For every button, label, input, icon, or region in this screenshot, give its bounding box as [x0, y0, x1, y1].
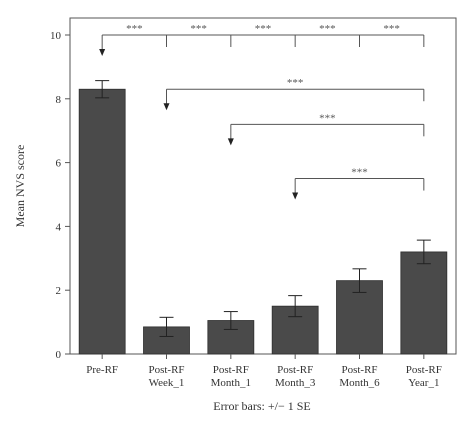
y-tick-label: 2: [56, 285, 62, 297]
significance-stars: ***: [319, 23, 336, 35]
x-tick-label: Post-RF: [277, 364, 313, 376]
significance-stars: ***: [190, 23, 207, 35]
x-tick-label: Pre-RF: [86, 364, 118, 376]
significance-arrow-head: [163, 103, 170, 111]
significance-arrow-head: [292, 192, 299, 200]
significance-arrow-head: [99, 49, 106, 56]
y-axis-label: Mean NVS score: [13, 145, 27, 228]
x-tick-label: Post-RF: [406, 364, 442, 376]
x-tick-label: Month_6: [339, 377, 380, 389]
footnote: Error bars: +/− 1 SE: [213, 399, 311, 413]
significance-stars: ***: [319, 112, 336, 124]
significance-stars: ***: [255, 23, 272, 35]
x-tick-label: Month_3: [275, 377, 316, 389]
significance-stars: ***: [351, 167, 368, 179]
x-tick-label: Year_1: [408, 377, 439, 389]
x-tick-label: Post-RF: [213, 364, 249, 376]
bar: [400, 251, 448, 355]
x-tick-label: Month_1: [211, 377, 251, 389]
x-tick-label: Post-RF: [341, 364, 377, 376]
y-tick-label: 0: [56, 349, 62, 361]
significance-stars: ***: [383, 23, 400, 35]
y-tick-label: 4: [56, 221, 62, 233]
significance-stars: ***: [287, 77, 304, 89]
x-tick-label: Post-RF: [148, 364, 184, 376]
significance-arrow-head: [227, 138, 234, 146]
y-tick-label: 6: [56, 158, 62, 170]
y-tick-label: 8: [56, 94, 62, 106]
y-tick-label: 10: [50, 30, 62, 42]
plot-frame: [69, 17, 457, 355]
significance-stars: ***: [126, 23, 143, 35]
x-tick-label: Week_1: [149, 377, 185, 389]
bar: [78, 88, 126, 355]
